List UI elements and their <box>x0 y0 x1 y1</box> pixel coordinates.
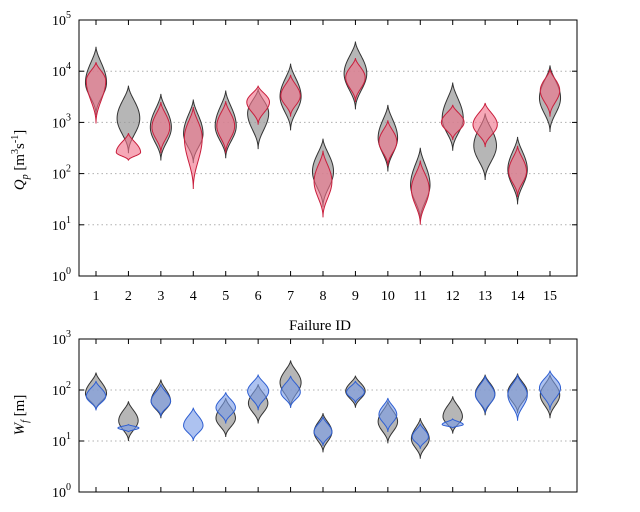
ylabel-sub: p <box>20 174 31 180</box>
x-axis-label: Failure ID <box>289 318 351 334</box>
violin-blue-7 <box>280 375 301 408</box>
ylabel-main: W <box>12 421 28 435</box>
violin-blue-15 <box>538 370 562 411</box>
x-tick-label-6: 6 <box>255 289 262 304</box>
violin-blue-8 <box>313 416 333 446</box>
violin-red-4 <box>183 106 203 190</box>
x-tick-label-15: 15 <box>543 289 557 304</box>
ylabel-sup1: 3 <box>10 149 21 154</box>
violin-red-12 <box>440 104 465 141</box>
x-tick-label-5: 5 <box>222 289 229 304</box>
violin-red-1 <box>85 62 107 124</box>
y-tick-label: 102 <box>52 164 71 183</box>
series-blue <box>85 370 562 449</box>
violin-red-5 <box>216 101 236 154</box>
violin-red-6 <box>246 85 270 125</box>
x-tick-label-14: 14 <box>511 289 525 304</box>
violin-red-9 <box>345 58 366 103</box>
x-tick-label-11: 11 <box>414 289 427 304</box>
violin-blue-2 <box>117 423 140 433</box>
violin-blue-1 <box>85 380 107 411</box>
violin-blue-3 <box>150 384 172 417</box>
violin-blue-14 <box>507 374 528 421</box>
y-tick-label: 100 <box>52 482 71 501</box>
violin-red-11 <box>410 160 430 225</box>
violin-blue-10 <box>378 397 398 433</box>
x-tick-label-2: 2 <box>125 289 132 304</box>
violin-blue-9 <box>346 380 365 404</box>
violin-red-10 <box>378 120 398 167</box>
plot-frame <box>78 19 578 277</box>
violin-red-13 <box>472 102 498 148</box>
x-tick-label-13: 13 <box>478 289 492 304</box>
y-tick-label: 102 <box>52 380 71 399</box>
x-tick-label-10: 10 <box>381 289 395 304</box>
violin-red-14 <box>508 145 527 197</box>
series-red <box>85 58 561 225</box>
ylabel-main: Q <box>12 179 28 190</box>
violin-red-7 <box>280 74 301 117</box>
y-axis-label-discharge: Qp [m3s-1] <box>10 130 31 190</box>
ylabel-unit-mid: s <box>12 143 28 149</box>
x-tick-label-3: 3 <box>157 289 164 304</box>
violin-blue-13 <box>474 375 496 414</box>
ylabel-unit-close: ] <box>12 130 28 135</box>
ylabel-unit-open: [m <box>12 154 28 175</box>
x-tick-label-4: 4 <box>190 289 197 304</box>
y-tick-label: 104 <box>52 61 71 80</box>
y-tick-label: 101 <box>52 431 71 450</box>
x-tick-label-1: 1 <box>93 289 100 304</box>
y-axis-label-width: Wf [m] <box>12 395 31 436</box>
x-tick-label-8: 8 <box>320 289 327 304</box>
ylabel-sub: f <box>20 419 31 423</box>
y-tick-label: 101 <box>52 215 71 234</box>
y-tick-label: 105 <box>52 10 71 29</box>
violin-blue-5 <box>215 392 236 424</box>
ylabel-unit: [m] <box>12 395 28 420</box>
violin-blue-4 <box>183 407 204 442</box>
x-tick-label-9: 9 <box>352 289 359 304</box>
violin-grey-2 <box>116 85 141 154</box>
ylabel-sup2: -1 <box>10 135 21 143</box>
violin-red-2 <box>115 132 142 161</box>
y-tick-label: 103 <box>52 329 71 348</box>
width-panel: 100 101 102 103 <box>52 329 578 501</box>
plot-frame <box>78 338 578 493</box>
x-tick-label-12: 12 <box>446 289 460 304</box>
y-tick-label: 103 <box>52 112 71 131</box>
violin-blue-6 <box>247 374 270 411</box>
y-tick-label: 100 <box>52 266 71 285</box>
violin-blue-12 <box>441 417 464 429</box>
violin-red-8 <box>313 150 333 218</box>
violin-red-15 <box>539 69 561 117</box>
violin-grey-2 <box>118 401 139 442</box>
x-tick-label-7: 7 <box>287 289 294 304</box>
violin-blue-11 <box>411 423 429 449</box>
violin-red-3 <box>151 101 171 154</box>
